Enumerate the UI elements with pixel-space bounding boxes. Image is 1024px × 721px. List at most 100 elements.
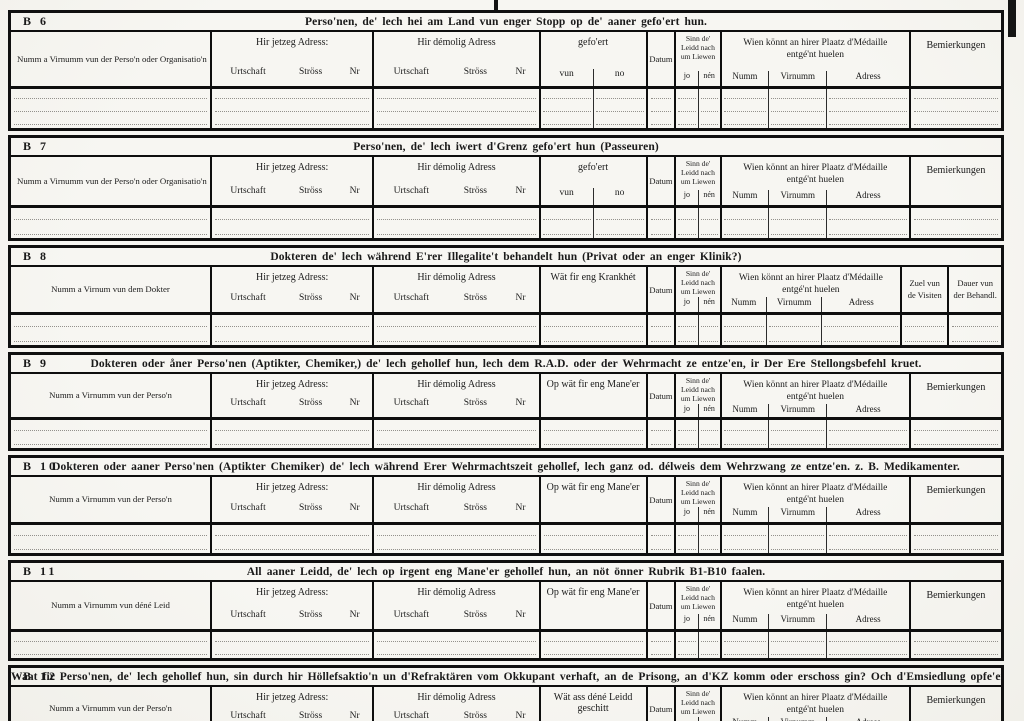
medal-recipient-line2: entgé'nt huelen — [782, 285, 840, 296]
section-b10-header-row: Numm a Virnumm vun der Perso'n Hir jetze… — [11, 477, 1001, 525]
section-b7-header-row: Numm a Virnumm vun der Perso'n oder Orga… — [11, 157, 1001, 208]
subheader-urtschaft: Urtschaft — [393, 293, 429, 303]
section-b6-header-row: Numm a Virnumm vun der Perso'n oder Orga… — [11, 32, 1001, 89]
header-medal-recipient: Wien könnt an hirer Plaatz d'Médaille en… — [722, 267, 902, 312]
header-current-address: Hir jetzeg Adress: Urtschaft Ströss Nr — [212, 687, 375, 721]
entry-gefoert-cell — [541, 115, 648, 128]
entry-still-alive-cell — [676, 315, 722, 330]
medal-recipient-subheaders: Numm Virnumm Adress — [722, 190, 909, 205]
subheader-stross: Ströss — [298, 293, 323, 303]
entry-medal-recipient-cell — [722, 420, 911, 434]
still-alive-line2: Leidd nach — [681, 592, 715, 602]
entry-medal-recipient-cell — [722, 115, 911, 128]
illness-label: Wät fir eng Krankhét — [550, 272, 636, 283]
entry-still-alive-cell — [676, 89, 722, 102]
entry-name-cell — [11, 539, 212, 553]
section-b6-id: B 6 — [23, 14, 50, 28]
entry-datum-cell — [648, 645, 677, 658]
section-b9-title-row: B 9 Dokteren oder åner Perso'nen (Aptikt… — [11, 355, 1001, 374]
entry-name-cell — [11, 115, 212, 128]
entry-current-address-cell — [212, 208, 375, 223]
subheader-stross: Ströss — [463, 711, 487, 721]
entry-current-address-cell — [212, 330, 375, 345]
still-alive-line2: Leidd nach — [681, 697, 715, 707]
bemierkungen-label: Bemierkungen — [926, 40, 986, 51]
subheader-urtschaft: Urtschaft — [230, 293, 266, 303]
header-name-column: Numm a Virnumm vun déné Leid — [11, 582, 212, 629]
section-b7-title-row: B 7 Perso'nen, de' lech iwert d'Grenz ge… — [11, 138, 1001, 157]
entry-row — [11, 539, 1001, 553]
entry-medal-recipient-cell — [722, 89, 911, 102]
subheader-nr: Nr — [515, 711, 526, 721]
entry-gefoert-cell — [541, 89, 648, 102]
still-alive-line2: Leidd nach — [681, 487, 715, 497]
entry-visit-count-cell — [902, 330, 950, 345]
entry-row — [11, 89, 1001, 102]
header-datum: Datum — [648, 32, 677, 86]
still-alive-line2: Leidd nach — [681, 384, 715, 394]
entry-still-alive-cell — [676, 434, 722, 448]
subheader-adress: Adress — [826, 403, 908, 417]
manner-label: Op wät fir eng Mane'er — [546, 587, 640, 598]
bemierkungen-label: Bemierkungen — [926, 485, 986, 496]
header-datum: Datum — [648, 267, 677, 312]
entry-current-address-cell — [212, 632, 375, 645]
entry-former-address-cell — [374, 89, 541, 102]
subheader-numm: Numm — [732, 403, 758, 414]
subheader-no: no — [592, 188, 646, 205]
header-former-address: Hir démolig Adress Urtschaft Ströss Nr — [374, 477, 541, 522]
entry-bemierkungen-cell — [911, 539, 1001, 553]
still-alive-line1: Sinn de' — [685, 159, 711, 168]
still-alive-line1: Sinn de' — [685, 689, 711, 698]
medal-recipient-line1: Wien könnt an hirer Plaatz d'Médaille — [743, 38, 888, 48]
subheader-jo-blank — [676, 717, 697, 721]
subheader-urtschaft: Urtschaft — [393, 67, 429, 77]
entry-name-cell — [11, 632, 212, 645]
header-name-column: Numm a Virnumm vun der Perso'n oder Orga… — [11, 32, 212, 86]
entry-row — [11, 208, 1001, 223]
entry-still-alive-cell — [676, 208, 722, 223]
entry-name-cell — [11, 102, 212, 115]
former-address-label: Hir démolig Adress — [417, 587, 496, 598]
current-address-subheaders: Urtschaft Ströss Nr — [212, 293, 372, 303]
header-medal-recipient: Wien könnt an hirer Plaatz d'Médaille en… — [722, 32, 911, 86]
subheader-nen: nén — [697, 190, 720, 205]
header-still-alive: Sinn de' Leidd nach um Liewen jo nén — [676, 477, 722, 522]
medal-recipient-line2: entgé'nt huelen — [786, 392, 844, 403]
still-alive-line2: Leidd nach — [681, 167, 715, 177]
section-b11-header-row: Numm a Virnumm vun déné Leid Hir jetzeg … — [11, 582, 1001, 632]
medal-recipient-label: Wien könnt an hirer Plaatz d'Médaille en… — [722, 587, 909, 612]
former-address-subheaders: Urtschaft Ströss Nr — [374, 186, 538, 196]
subheader-adress: Adress — [821, 297, 900, 312]
still-alive-label: Sinn de' Leidd nach um Liewen — [676, 159, 720, 187]
former-address-label: Hir démolig Adress — [417, 379, 496, 390]
entry-name-cell — [11, 89, 212, 102]
still-alive-line1: Sinn de' — [685, 376, 711, 385]
entry-bemierkungen-cell — [911, 102, 1001, 115]
header-bemierkungen: Bemierkungen — [911, 374, 1001, 417]
section-b9-title: Dokteren oder åner Perso'nen (Aptikter, … — [90, 357, 922, 370]
medal-recipient-label: Wien könnt an hirer Plaatz d'Médaille en… — [722, 37, 909, 62]
header-bemierkungen: Bemierkungen — [911, 32, 1001, 86]
entry-former-address-cell — [374, 208, 541, 223]
entry-medal-recipient-cell — [722, 539, 911, 553]
subheader-stross: Ströss — [463, 186, 487, 196]
still-alive-subheaders: jo nén — [676, 190, 720, 205]
subheader-stross: Ströss — [298, 610, 323, 620]
subheader-nr: Nr — [349, 67, 360, 77]
header-former-address: Hir démolig Adress Urtschaft Ströss Nr — [374, 32, 541, 86]
header-former-address: Hir démolig Adress Urtschaft Ströss Nr — [374, 157, 541, 205]
subheader-adress: Adress — [826, 507, 908, 522]
header-current-address: Hir jetzeg Adress: Urtschaft Ströss Nr — [212, 157, 375, 205]
entry-manner-cell — [541, 645, 648, 658]
entry-datum-cell — [648, 102, 677, 115]
entry-datum-cell — [648, 223, 677, 238]
entry-medal-recipient-cell — [722, 315, 902, 330]
header-current-address: Hir jetzeg Adress: Urtschaft Ströss Nr — [212, 374, 375, 417]
former-address-subheaders: Urtschaft Ströss Nr — [374, 503, 538, 513]
subheader-urtschaft: Urtschaft — [393, 186, 429, 196]
header-still-alive: Sinn de' Leidd nach um Liewen jo nén — [676, 374, 722, 417]
header-bemierkungen: Bemierkungen — [911, 157, 1001, 205]
subheader-stross: Ströss — [463, 503, 487, 513]
treatment-duration-label: Dauer vun der Behandl. — [949, 278, 1000, 301]
